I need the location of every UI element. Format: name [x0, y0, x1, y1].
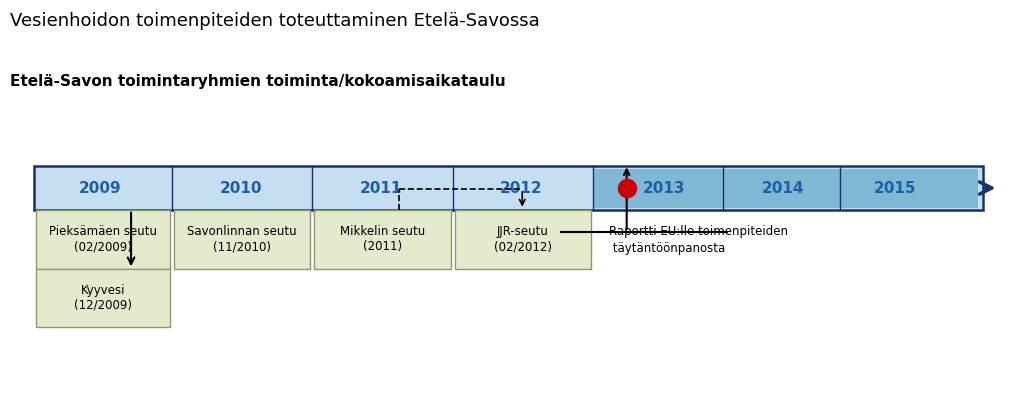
Text: Vesienhoidon toimenpiteiden toteuttaminen Etelä-Savossa: Vesienhoidon toimenpiteiden toteuttamine…	[10, 12, 540, 30]
Text: 2011: 2011	[359, 180, 402, 196]
Text: täytäntöönpanosta: täytäntöönpanosta	[609, 242, 726, 255]
Text: 2010: 2010	[219, 180, 262, 196]
Bar	[36, 210, 170, 269]
Text: 2009: 2009	[79, 180, 122, 196]
Bar	[34, 166, 983, 210]
Text: Mikkelin seutu
(2011): Mikkelin seutu (2011)	[340, 225, 425, 254]
Text: Kyyvesi
(12/2009): Kyyvesi (12/2009)	[74, 284, 132, 312]
Bar	[314, 210, 451, 269]
Bar	[455, 210, 591, 269]
Text: Savonlinnan seutu
(11/2010): Savonlinnan seutu (11/2010)	[187, 225, 297, 254]
Bar	[36, 269, 170, 327]
Text: Etelä-Savon toimintaryhmien toiminta/kokoamisaikataulu: Etelä-Savon toimintaryhmien toiminta/kok…	[10, 74, 506, 89]
Text: 2013: 2013	[642, 180, 685, 196]
Text: JJR-seutu
(02/2012): JJR-seutu (02/2012)	[494, 225, 552, 254]
Text: 2012: 2012	[500, 180, 543, 196]
Text: 2015: 2015	[873, 180, 916, 196]
Text: 2014: 2014	[762, 180, 805, 196]
Text: Pieksämäen seutu
(02/2009): Pieksämäen seutu (02/2009)	[49, 225, 157, 254]
Bar	[593, 169, 978, 208]
Text: Raportti EU:lle toimenpiteiden: Raportti EU:lle toimenpiteiden	[609, 225, 788, 238]
Bar	[174, 210, 310, 269]
